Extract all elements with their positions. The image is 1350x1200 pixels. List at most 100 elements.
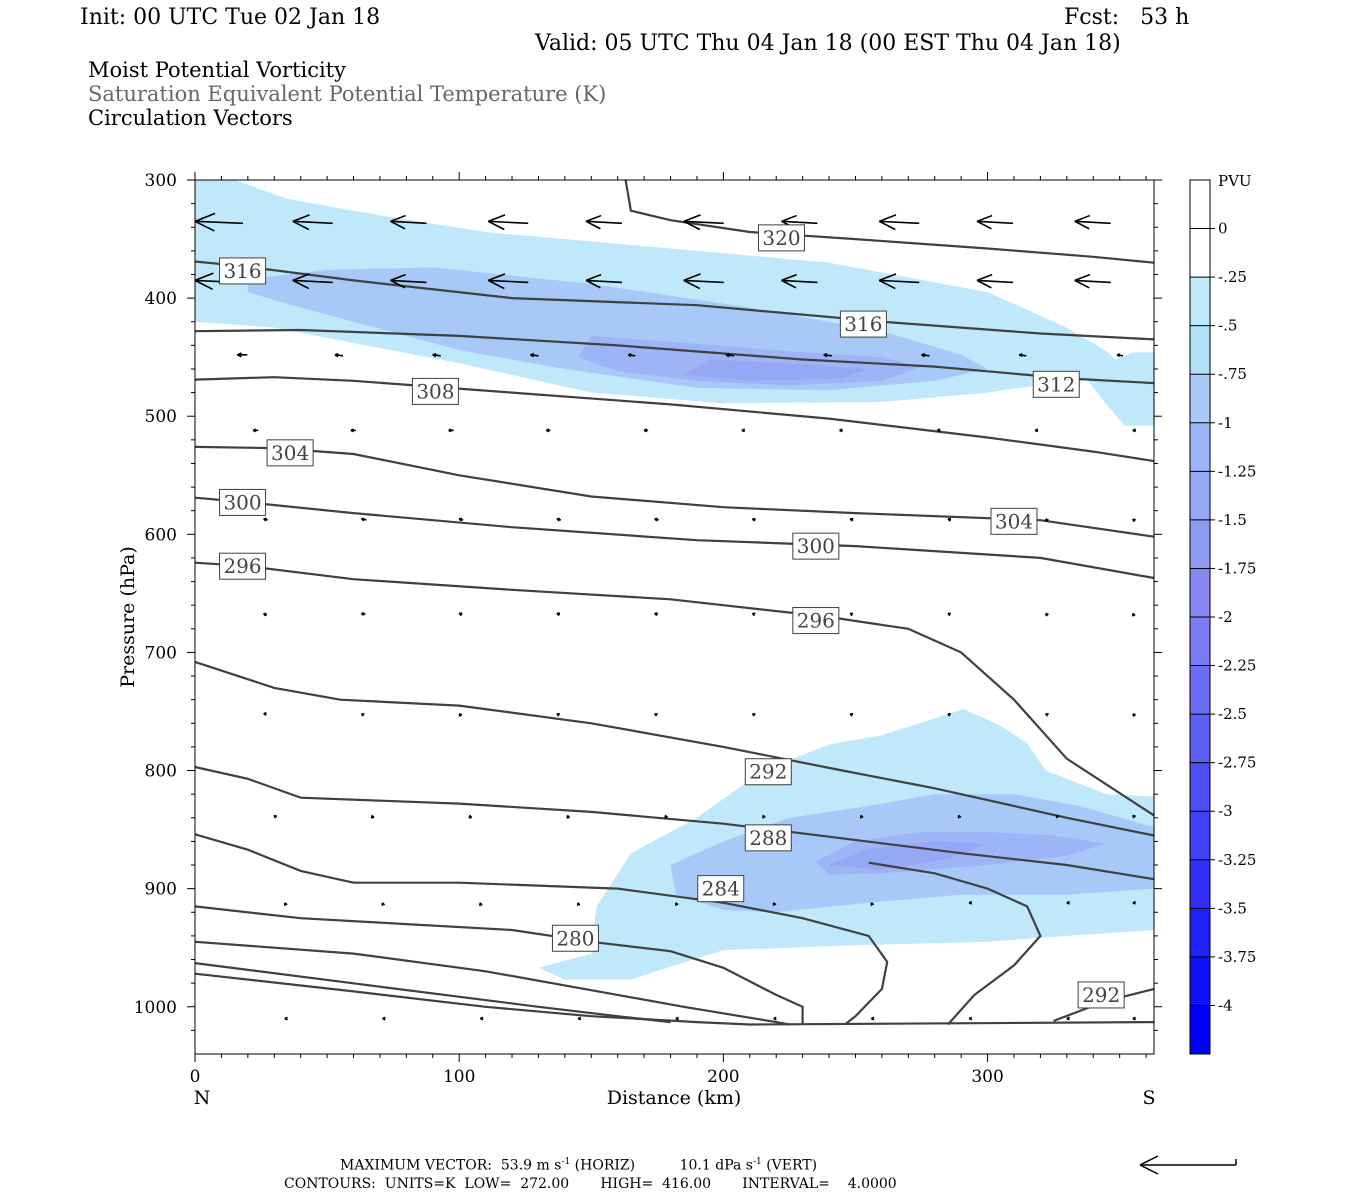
contour-labels: 320 316 316 312 308 304 304 300 300 296 296 292 288 2… [219,224,1125,1009]
colorbar-bin [1190,665,1210,715]
contour-label-box [1032,370,1080,398]
contour-label-box [744,758,792,786]
x-end-label-north: N [194,1087,211,1109]
circulation-vector [487,214,529,231]
circulation-vector [273,814,278,819]
circulation-vector [849,612,854,617]
circulation-vector [236,352,248,358]
circulation-vector [360,517,367,522]
colorbar-bin [1190,374,1210,424]
colorbar-level: -3.75 [1218,948,1256,966]
circulation-vector [1055,814,1060,819]
colorbar-level: -1 [1218,414,1233,432]
colorbar-level: -4 [1218,996,1233,1014]
contour-label-box [697,875,745,903]
contour-label-7: 292 [749,760,787,784]
x-tick-label: 200 [707,1067,739,1087]
circulation-vector [1066,900,1070,905]
contour-label-box [1077,981,1125,1009]
circulation-vector [585,214,623,230]
circulation-vector [1132,900,1136,905]
pv-region-1 [1088,352,1154,426]
colorbar-bin [1190,1005,1210,1055]
circulation-vector [654,713,658,717]
colorbar-level: -3.5 [1218,899,1247,917]
theta-contour-7 [194,660,1155,837]
circulation-vector [751,713,756,717]
circulation-vector [870,902,875,906]
circulation-vector [654,612,658,617]
x-tick-label: 0 [190,1067,201,1087]
axes: Pressure (hPa) Distance (km) N S 300 400 5… [117,171,1162,1109]
contour-label-6-b: 296 [797,609,835,633]
circulation-vector [1045,713,1049,717]
y-tick-label: 900 [145,880,177,900]
circulation-vector [1132,814,1136,819]
circulation-vector [556,517,562,522]
y-tick-label: 600 [145,525,177,545]
pv-region-8 [829,841,988,870]
contour-label-box [757,224,805,252]
field-title-3: Circulation Vectors [88,106,293,130]
contour-label-box [411,377,459,405]
circulation-vector [546,428,551,433]
theta-contour-9 [194,833,889,1026]
circulation-vector [1074,273,1111,289]
circulation-vector [530,352,539,358]
colorbar-level: -3.25 [1218,851,1256,869]
circulation-vector [654,517,659,522]
colorbar-bin [1190,956,1210,1006]
circulation-vector [968,1016,973,1021]
colorbar-bin [1190,180,1210,230]
circulation-vector [1034,428,1039,433]
colorbar-level: -3 [1218,802,1233,820]
circulation-vector [627,353,636,358]
circulation-vector [585,273,623,289]
colorbar-level: -2.25 [1218,657,1256,675]
circulation-vector [556,713,560,717]
colorbar-level: -1.75 [1218,559,1256,577]
circulation-vector [1132,1016,1136,1021]
colorbar-title: PVU [1218,172,1252,190]
contour-label-box [551,924,599,952]
circulation-vector [458,517,464,522]
circulation-vector [968,900,973,905]
circulation-vector [360,713,365,717]
circulation-vector [432,352,441,358]
circulation-vector [194,212,244,232]
circulation-vector [1044,612,1049,617]
circulation-vector [878,214,920,231]
contour-label-box [792,532,840,560]
circulation-vector [664,814,669,819]
colorbar-bin [1190,228,1210,278]
pv-shading [195,180,1154,980]
contour-label-1-b: 316 [844,312,882,336]
contour-label-box [990,507,1038,535]
contour-label-0: 320 [762,226,800,250]
circulation-vector [479,1016,484,1021]
contour-label-box [792,607,840,635]
circulation-vector [390,214,427,230]
colorbar-bin [1190,908,1210,958]
circulation-vector [263,711,267,716]
circulation-vector [859,814,864,819]
valid-time: Valid: 05 UTC Thu 04 Jan 18 (00 EST Thu … [535,31,1121,56]
contour-info-line: CONTOURS: UNITS=K LOW= 272.00 HIGH= 416.… [284,1176,897,1192]
contour-label-12: 292 [1082,983,1120,1007]
reference-vector [1139,1155,1237,1175]
circulation-vector [937,428,941,433]
circulation-vector [292,273,333,290]
colorbar-bin [1190,471,1210,521]
circulation-vector [468,814,473,819]
colorbar-level: -.5 [1218,317,1237,335]
contour-label-box [266,439,314,467]
theta-contour-10 [194,905,804,1025]
circulation-vector [751,612,756,617]
contour-label-2: 312 [1037,372,1075,396]
circulation-vector [976,214,1014,230]
colorbar-bin [1190,714,1210,764]
circulation-vector [1132,518,1136,523]
contour-label-5: 300 [223,490,261,514]
theta-contour-11 [868,861,1042,1026]
circulation-vector [675,902,679,906]
